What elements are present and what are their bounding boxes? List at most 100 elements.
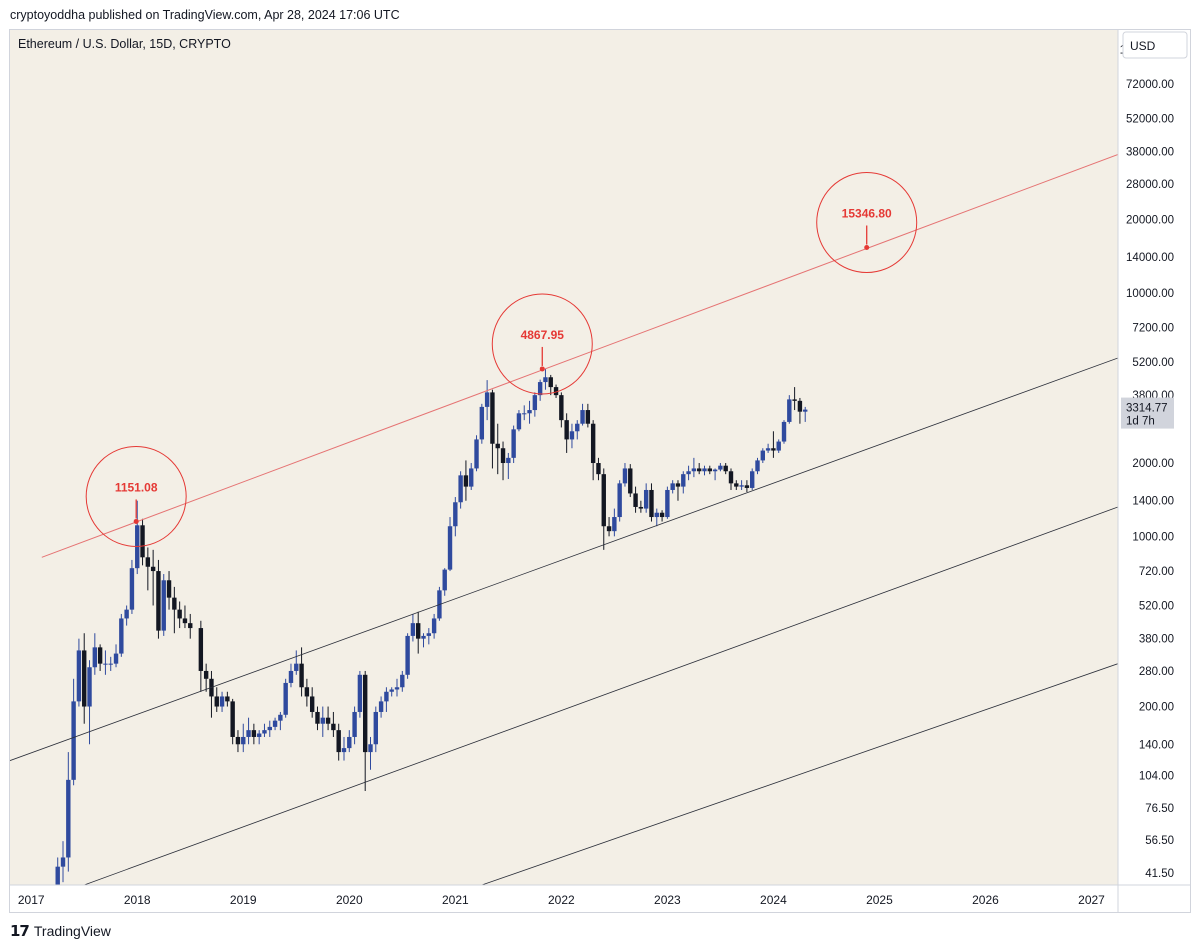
candle[interactable] <box>484 380 490 421</box>
candle[interactable] <box>750 468 755 490</box>
candle[interactable] <box>442 568 447 596</box>
candle[interactable] <box>537 379 543 401</box>
candle[interactable] <box>71 678 76 786</box>
candle[interactable] <box>400 670 405 692</box>
candle[interactable] <box>447 517 453 572</box>
candle[interactable] <box>744 480 750 493</box>
candle[interactable] <box>643 483 649 513</box>
candle[interactable] <box>124 605 129 626</box>
candle[interactable] <box>803 406 808 422</box>
candle[interactable] <box>188 613 193 639</box>
candle[interactable] <box>384 687 389 712</box>
candle[interactable] <box>469 463 474 490</box>
candle[interactable] <box>665 486 670 519</box>
candle[interactable] <box>622 463 628 487</box>
candle[interactable] <box>246 717 251 745</box>
candle[interactable] <box>113 644 119 668</box>
candle[interactable] <box>506 452 511 479</box>
currency-button[interactable]: USD <box>1122 31 1188 59</box>
candle[interactable] <box>516 410 522 432</box>
candle[interactable] <box>230 698 235 745</box>
candle[interactable] <box>707 465 712 475</box>
channel-line-3[interactable] <box>481 663 1118 885</box>
candle[interactable] <box>87 660 92 745</box>
candle[interactable] <box>426 628 432 645</box>
candle[interactable] <box>82 633 87 724</box>
candle[interactable] <box>511 425 516 464</box>
candle[interactable] <box>198 620 204 692</box>
candle[interactable] <box>272 717 278 731</box>
candle[interactable] <box>734 480 739 490</box>
candle[interactable] <box>691 457 697 478</box>
candle[interactable] <box>728 468 734 490</box>
candle[interactable] <box>166 571 172 610</box>
candle[interactable] <box>654 508 659 527</box>
candle[interactable] <box>150 549 156 606</box>
candle[interactable] <box>336 723 341 761</box>
candle[interactable] <box>347 730 352 753</box>
candle[interactable] <box>60 841 66 883</box>
candle[interactable] <box>686 465 691 481</box>
candle[interactable] <box>718 463 723 472</box>
candle[interactable] <box>156 559 161 639</box>
candle[interactable] <box>739 480 744 490</box>
candle[interactable] <box>696 463 702 475</box>
candle[interactable] <box>781 420 787 444</box>
candle[interactable] <box>776 439 781 453</box>
candle[interactable] <box>712 468 718 481</box>
candle[interactable] <box>617 480 622 522</box>
candle[interactable] <box>97 644 103 671</box>
candle[interactable] <box>765 443 771 453</box>
candle[interactable] <box>283 678 288 718</box>
candle[interactable] <box>172 586 177 634</box>
candle[interactable] <box>548 374 553 396</box>
candle[interactable] <box>659 510 665 522</box>
candle[interactable] <box>288 663 294 688</box>
channel-line-2[interactable] <box>84 506 1118 885</box>
candle[interactable] <box>219 691 225 712</box>
candle[interactable] <box>389 687 394 697</box>
candle[interactable] <box>357 670 363 718</box>
candle[interactable] <box>495 423 500 475</box>
candle[interactable] <box>606 517 612 537</box>
candle[interactable] <box>235 730 241 753</box>
candle[interactable] <box>431 613 437 639</box>
candle[interactable] <box>394 678 400 697</box>
channel-line-1[interactable] <box>10 357 1118 761</box>
candle[interactable] <box>331 711 336 737</box>
candle[interactable] <box>309 687 315 718</box>
candle[interactable] <box>410 613 416 642</box>
candle[interactable] <box>378 696 384 718</box>
candle[interactable] <box>315 706 320 731</box>
candle[interactable] <box>458 471 463 509</box>
candle[interactable] <box>569 423 575 449</box>
candle[interactable] <box>203 663 209 692</box>
candle[interactable] <box>177 601 182 629</box>
candle[interactable] <box>633 486 638 513</box>
candle[interactable] <box>341 736 347 761</box>
candle[interactable] <box>278 711 283 731</box>
tradingview-footer[interactable]: 𝟭𝟳 TradingView <box>10 922 111 940</box>
candle[interactable] <box>500 441 506 481</box>
candle[interactable] <box>564 413 569 453</box>
candle[interactable] <box>92 633 98 675</box>
candle[interactable] <box>241 723 246 753</box>
candle[interactable] <box>792 387 797 411</box>
candle[interactable] <box>474 435 479 472</box>
candle[interactable] <box>771 431 776 458</box>
candle[interactable] <box>256 730 262 745</box>
candle[interactable] <box>262 723 267 737</box>
candle[interactable] <box>453 497 458 537</box>
price-annotation[interactable]: 1151.08 <box>85 445 187 547</box>
resistance-line[interactable] <box>41 153 1118 558</box>
candle[interactable] <box>251 723 257 745</box>
candle[interactable] <box>66 752 71 872</box>
candle[interactable] <box>675 480 681 501</box>
candle[interactable] <box>103 650 108 675</box>
candle[interactable] <box>553 384 559 398</box>
candle[interactable] <box>129 559 135 614</box>
candle[interactable] <box>119 613 124 657</box>
candle[interactable] <box>760 448 766 464</box>
candle[interactable] <box>590 420 596 481</box>
candle[interactable] <box>479 403 485 444</box>
